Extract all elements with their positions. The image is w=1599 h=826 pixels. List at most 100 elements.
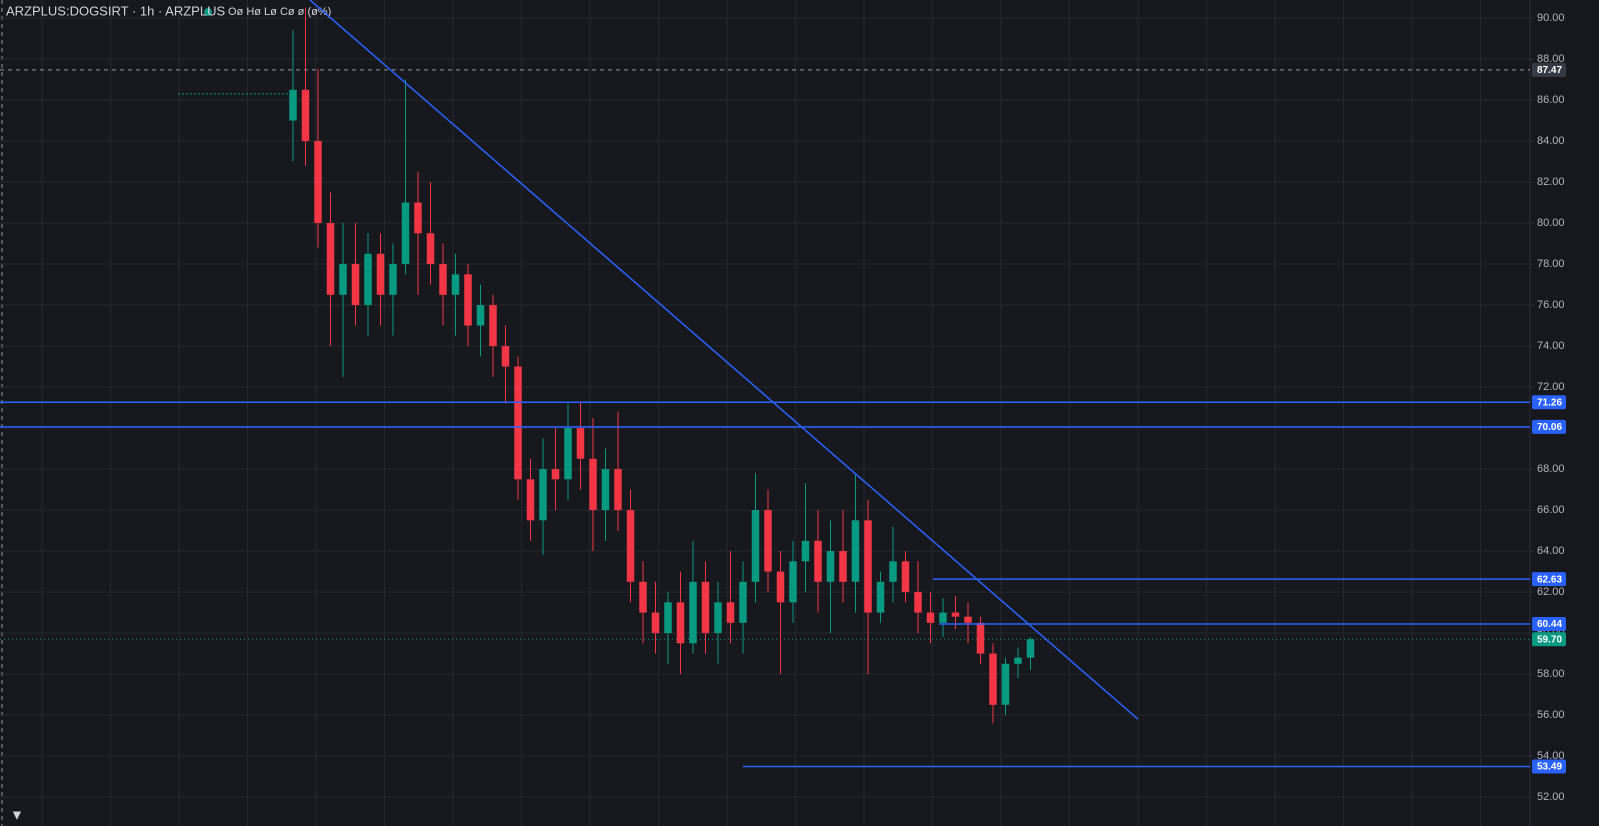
horizontal-line-label: 60.44 bbox=[1537, 619, 1562, 630]
candle-body bbox=[601, 469, 610, 511]
candle-body bbox=[626, 510, 635, 582]
candle-body bbox=[964, 616, 972, 623]
y-tick-label: 64.00 bbox=[1537, 545, 1565, 557]
candle-body bbox=[639, 581, 647, 613]
candle-body bbox=[351, 264, 360, 306]
candle-body bbox=[1026, 639, 1035, 658]
candle-body bbox=[839, 551, 847, 582]
crosshair-box bbox=[1532, 62, 1566, 77]
candle-body bbox=[951, 612, 960, 617]
candle-body bbox=[939, 612, 947, 623]
horizontal-line-label: 53.49 bbox=[1537, 762, 1562, 773]
candle-body bbox=[339, 264, 347, 295]
candle-body bbox=[701, 581, 710, 634]
candle-body bbox=[576, 428, 585, 459]
y-tick-label: 56.00 bbox=[1537, 709, 1565, 721]
candle-body bbox=[764, 510, 772, 572]
candle-body bbox=[364, 253, 372, 306]
y-tick-label: 52.00 bbox=[1537, 791, 1565, 803]
candle-body bbox=[739, 581, 747, 623]
candle-body bbox=[401, 202, 410, 265]
y-tick-label: 80.00 bbox=[1537, 217, 1565, 229]
candle-body bbox=[451, 274, 460, 295]
candle-body bbox=[789, 561, 797, 603]
candle-body bbox=[376, 253, 385, 295]
horizontal-line-box bbox=[1532, 419, 1566, 434]
candle-body bbox=[989, 653, 997, 705]
candle-body bbox=[326, 223, 335, 295]
horizontal-line-box bbox=[1532, 572, 1566, 587]
candle-body bbox=[651, 612, 660, 634]
candle-body bbox=[889, 561, 897, 582]
horizontal-line-label: 71.26 bbox=[1537, 397, 1562, 408]
candle-body bbox=[676, 602, 685, 644]
logo-mark: ▼ bbox=[10, 807, 24, 823]
candle-body bbox=[551, 469, 560, 480]
candle-body bbox=[301, 89, 310, 142]
horizontal-line-label: 62.63 bbox=[1537, 574, 1562, 585]
candle-body bbox=[664, 602, 672, 634]
candle-body bbox=[1001, 663, 1010, 705]
candle-body bbox=[426, 233, 435, 265]
candle-body bbox=[501, 346, 510, 367]
candle-body bbox=[389, 264, 397, 295]
y-tick-label: 66.00 bbox=[1537, 504, 1565, 516]
horizontal-line-box bbox=[1532, 617, 1566, 632]
y-tick-label: 82.00 bbox=[1537, 176, 1565, 188]
candle-body bbox=[439, 264, 447, 295]
candle-body bbox=[514, 366, 522, 480]
horizontal-line-box bbox=[1532, 395, 1566, 410]
candle-body bbox=[589, 458, 597, 511]
y-tick-label: 86.00 bbox=[1537, 94, 1565, 106]
candle-body bbox=[851, 520, 860, 582]
status-dot bbox=[204, 8, 212, 16]
candle-body bbox=[1014, 657, 1022, 664]
y-tick-label: 54.00 bbox=[1537, 750, 1565, 762]
candle-body bbox=[864, 520, 872, 613]
y-tick-label: 90.00 bbox=[1537, 12, 1565, 24]
candle-body bbox=[714, 602, 722, 634]
candle-body bbox=[976, 622, 985, 654]
y-tick-label: 84.00 bbox=[1537, 135, 1565, 147]
y-tick-label: 78.00 bbox=[1537, 258, 1565, 270]
candle-body bbox=[801, 540, 810, 562]
candle-body bbox=[689, 581, 697, 644]
y-tick-label: 76.00 bbox=[1537, 299, 1565, 311]
candle-body bbox=[476, 305, 485, 326]
horizontal-line-label: 70.06 bbox=[1537, 422, 1562, 433]
y-tick-label: 68.00 bbox=[1537, 463, 1565, 475]
chart-title: ARZPLUS:DOGSIRT · 1h · ARZPLUS bbox=[6, 3, 225, 18]
ohlc-legend: Oø Hø Lø Cø ø (ø%) bbox=[228, 6, 331, 18]
y-tick-label: 88.00 bbox=[1537, 53, 1565, 65]
candle-body bbox=[776, 571, 785, 603]
candle-body bbox=[726, 602, 735, 623]
candle-body bbox=[464, 274, 472, 326]
y-tick-label: 74.00 bbox=[1537, 340, 1565, 352]
candle-body bbox=[926, 612, 935, 623]
vertical-grid bbox=[41, 0, 1481, 826]
candle-body bbox=[539, 469, 547, 521]
y-tick-label: 62.00 bbox=[1537, 586, 1565, 598]
candle-body bbox=[914, 592, 922, 613]
y-tick-label: 72.00 bbox=[1537, 381, 1565, 393]
candle-body bbox=[826, 551, 835, 582]
trend-line bbox=[309, 0, 1139, 720]
horizontal-line-box bbox=[1532, 759, 1566, 774]
crosshair-label: 87.47 bbox=[1537, 65, 1562, 76]
candle-body bbox=[876, 581, 885, 613]
candle-body bbox=[751, 510, 760, 582]
last-price-box bbox=[1532, 632, 1566, 647]
candle-body bbox=[289, 89, 297, 121]
candle-body bbox=[564, 428, 572, 480]
candle-body bbox=[614, 469, 622, 511]
candle-body bbox=[526, 479, 535, 521]
candle-body bbox=[489, 305, 497, 347]
last-price-label: 59.70 bbox=[1537, 634, 1562, 645]
candle-body bbox=[314, 141, 322, 224]
candle-body bbox=[814, 540, 822, 582]
candle-body bbox=[901, 561, 910, 593]
logo: ▼ bbox=[10, 807, 24, 823]
